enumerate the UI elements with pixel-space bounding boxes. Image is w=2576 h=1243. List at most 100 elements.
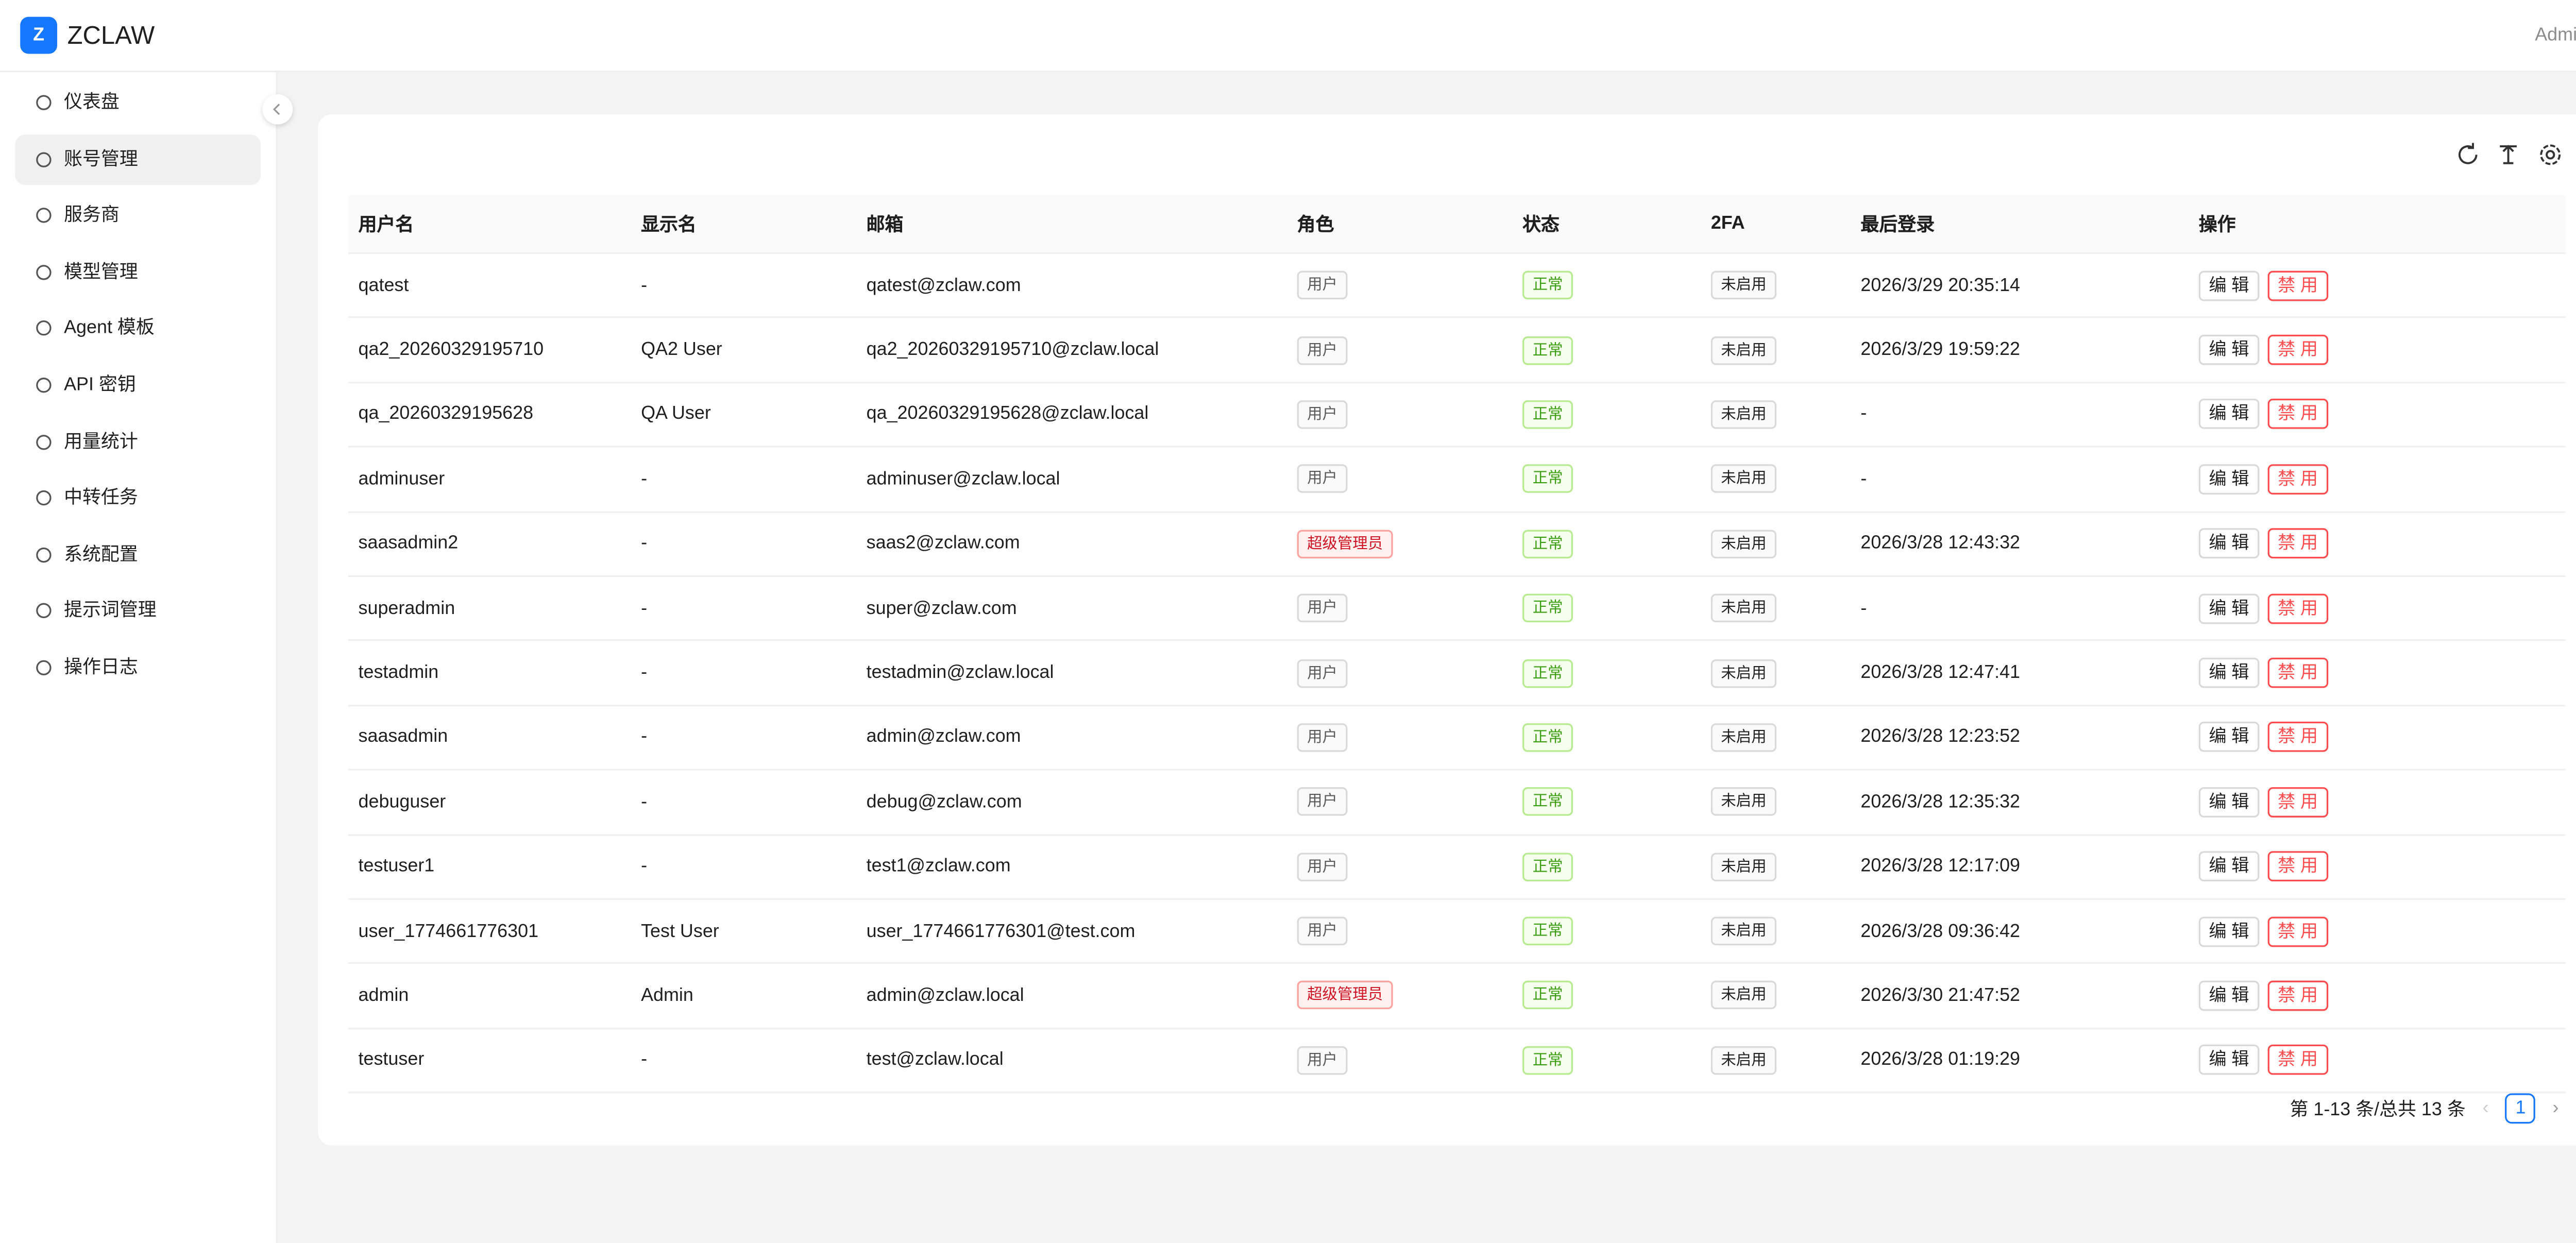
edit-button[interactable]: 编 辑 [2198,399,2260,430]
role-tag: 超级管理员 [1297,981,1393,1010]
table-row: qa2_20260329195710 QA2 User qa2_2026032919… [348,318,2566,383]
role-tag: 用户 [1297,916,1348,946]
table-cell: 2026/3/28 09:36:42 [1860,921,2021,942]
actions: 编 辑禁 用 [2198,448,2336,510]
disable-button[interactable]: 禁 用 [2267,464,2328,495]
nav-item[interactable]: 仪表盘 [15,77,261,128]
user-menu[interactable]: Admin [2535,25,2576,46]
role-tag: 超级管理员 [1297,529,1393,558]
edit-button[interactable]: 编 辑 [2198,657,2260,688]
edit-button[interactable]: 编 辑 [2198,980,2260,1011]
table-cell: saasadmin [358,727,448,748]
column-header: 显示名 [641,215,697,236]
nav-label: 账号管理 [64,149,138,169]
disable-button[interactable]: 禁 用 [2267,916,2328,947]
disable-button[interactable]: 禁 用 [2267,335,2328,365]
table-cell: 超级管理员 [1297,964,1393,1027]
status-tag: 正常 [1522,271,1573,300]
disable-button[interactable]: 禁 用 [2267,851,2328,882]
nav-label: 用量统计 [64,431,138,452]
table-row: testuser - test@zclaw.local 用户 正常 未启用 2026/3/2… [348,1029,2566,1094]
disable-button[interactable]: 禁 用 [2267,593,2328,624]
table-cell: 正常 [1522,1029,1573,1092]
table-cell: 用户 [1297,835,1348,898]
table-cell: 未启用 [1710,254,1777,317]
status-tag: 正常 [1522,335,1573,365]
next-page[interactable]: › [2552,1098,2559,1119]
table-cell: superadmin [358,598,455,619]
edit-button[interactable]: 编 辑 [2198,335,2260,365]
nav-label: Agent 模板 [64,318,155,339]
column-header: 角色 [1297,215,1334,236]
actions: 编 辑禁 用 [2198,577,2336,640]
edit-button[interactable]: 编 辑 [2198,1045,2260,1076]
collapse-button[interactable] [262,94,293,125]
table-cell: adminuser [358,469,445,489]
disable-button[interactable]: 禁 用 [2267,980,2328,1011]
table-cell: 2026/3/28 12:43:32 [1860,533,2021,554]
disable-button[interactable]: 禁 用 [2267,399,2328,430]
nav-label: 系统配置 [64,544,138,565]
disable-button[interactable]: 禁 用 [2267,722,2328,753]
actions: 编 辑禁 用 [2198,383,2336,446]
toolbar[interactable] [2454,141,2566,168]
table-cell: - [641,469,648,489]
edit-button[interactable]: 编 辑 [2198,529,2260,559]
disable-button[interactable]: 禁 用 [2267,529,2328,559]
table-cell: QA User [641,404,711,425]
disable-button[interactable]: 禁 用 [2267,787,2328,818]
edit-button[interactable]: 编 辑 [2198,464,2260,495]
twofa-tag: 未启用 [1710,658,1777,687]
table-header: 用户名 显示名 邮箱 角色 状态 2FA 最后登录 操作 [348,195,2566,254]
table-cell: 正常 [1522,641,1573,704]
table-row: adminuser - adminuser@zclaw.local 用户 正常 未启用 - 编… [348,448,2566,513]
edit-button[interactable]: 编 辑 [2198,593,2260,624]
table-cell: saas2@zclaw.com [866,533,1020,554]
nav-label: 操作日志 [64,657,138,678]
status-tag: 正常 [1522,788,1573,816]
table-cell: testuser [358,1050,425,1070]
edit-button[interactable]: 编 辑 [2198,851,2260,882]
edit-button[interactable]: 编 辑 [2198,722,2260,753]
table-cell: 正常 [1522,318,1573,381]
edit-button[interactable]: 编 辑 [2198,916,2260,947]
nav-item[interactable]: 系统配置 [15,530,261,580]
table-cell: 未启用 [1710,577,1777,640]
prev-page[interactable]: ‹ [2482,1098,2489,1119]
table-cell: 正常 [1522,835,1573,898]
table-cell: - [1860,404,1867,425]
role-tag: 用户 [1297,594,1348,623]
nav-item[interactable]: 中转任务 [15,473,261,523]
role-tag: 用户 [1297,788,1348,816]
nav-item[interactable]: 操作日志 [15,642,261,693]
nav-item[interactable]: API 密钥 [15,360,261,411]
nav-item[interactable]: 服务商 [15,191,261,241]
nav-item[interactable]: 用量统计 [15,416,261,467]
role-tag: 用户 [1297,658,1348,687]
edit-button[interactable]: 编 辑 [2198,270,2260,301]
table-cell: 用户 [1297,1029,1348,1092]
role-tag: 用户 [1297,400,1348,429]
table-cell: 正常 [1522,577,1573,640]
nav-item[interactable]: Agent 模板 [15,303,261,354]
nav-item[interactable]: 模型管理 [15,247,261,297]
disable-button[interactable]: 禁 用 [2267,657,2328,688]
nav-label: 提示词管理 [64,601,157,622]
table-cell: 用户 [1297,577,1348,640]
nav-item[interactable]: 提示词管理 [15,586,261,637]
current-page[interactable]: 1 [2505,1093,2536,1124]
edit-button[interactable]: 编 辑 [2198,787,2260,818]
table-cell: 2026/3/28 12:47:41 [1860,662,2021,683]
table-cell: qa2_20260329195710@zclaw.local [866,339,1159,361]
table-cell: 未启用 [1710,835,1777,898]
twofa-tag: 未启用 [1710,465,1777,493]
table: 用户名 显示名 邮箱 角色 状态 2FA 最后登录 操作 qatest - qatest@zclaw… [348,195,2566,1094]
table-cell: 2026/3/30 21:47:52 [1860,985,2021,1006]
nav-item[interactable]: 账号管理 [15,133,261,184]
actions: 编 辑禁 用 [2198,771,2336,833]
table-cell: 2026/3/28 12:23:52 [1860,727,2021,748]
table-row: user_1774661776301 Test User user_17746617… [348,900,2566,964]
column-header: 邮箱 [866,215,904,236]
disable-button[interactable]: 禁 用 [2267,270,2328,301]
disable-button[interactable]: 禁 用 [2267,1045,2328,1076]
